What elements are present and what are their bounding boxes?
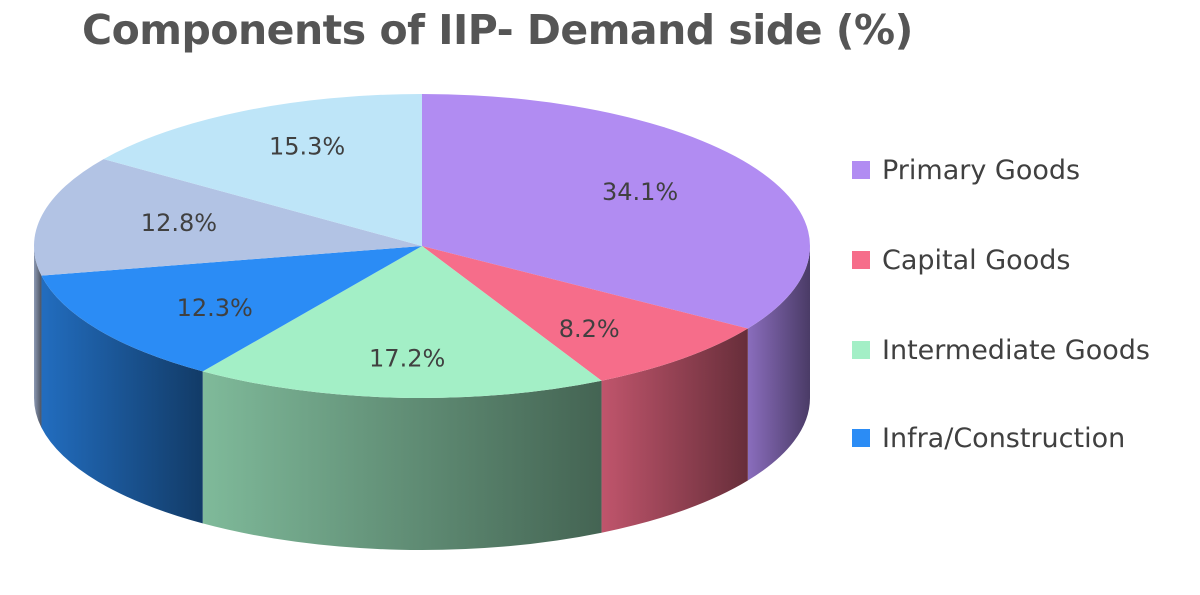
legend-label: Intermediate Goods bbox=[882, 334, 1150, 366]
legend-label: Capital Goods bbox=[882, 244, 1071, 276]
slice-data-label-1: 8.2% bbox=[559, 315, 620, 343]
legend-swatch bbox=[852, 161, 870, 179]
pie-slice-2 bbox=[202, 246, 602, 398]
legend-label: Infra/Construction bbox=[882, 422, 1126, 454]
pie-slice-3 bbox=[41, 246, 423, 372]
slice-data-label-5: 15.3% bbox=[269, 132, 345, 160]
slice-wall-4 bbox=[34, 246, 42, 428]
pie-slice-5 bbox=[103, 94, 422, 246]
slice-data-label-0: 34.1% bbox=[602, 178, 678, 206]
slice-wall-2 bbox=[202, 371, 602, 550]
slice-wall-0 bbox=[747, 246, 810, 481]
pie-slice-1 bbox=[422, 246, 748, 381]
chart-title: Components of IIP- Demand side (%) bbox=[82, 6, 913, 54]
legend-item-capital-goods: Capital Goods bbox=[852, 240, 1070, 280]
legend-label: Primary Goods bbox=[882, 154, 1081, 186]
pie-slice-0 bbox=[422, 94, 810, 329]
legend-item-primary-goods: Primary Goods bbox=[852, 150, 1080, 190]
legend-item-intermediate-goods: Intermediate Goods bbox=[852, 330, 1150, 370]
legend-swatch bbox=[852, 429, 870, 447]
slice-data-label-4: 12.8% bbox=[141, 209, 217, 237]
legend-item-infra-construction: Infra/Construction bbox=[852, 418, 1125, 458]
pie-slice-4 bbox=[33, 159, 422, 276]
legend-swatch bbox=[852, 251, 870, 269]
slice-wall-1 bbox=[601, 328, 748, 533]
slice-wall-3 bbox=[41, 275, 203, 524]
slice-data-label-2: 17.2% bbox=[369, 344, 445, 372]
legend-swatch bbox=[852, 341, 870, 359]
slice-data-label-3: 12.3% bbox=[177, 294, 253, 322]
